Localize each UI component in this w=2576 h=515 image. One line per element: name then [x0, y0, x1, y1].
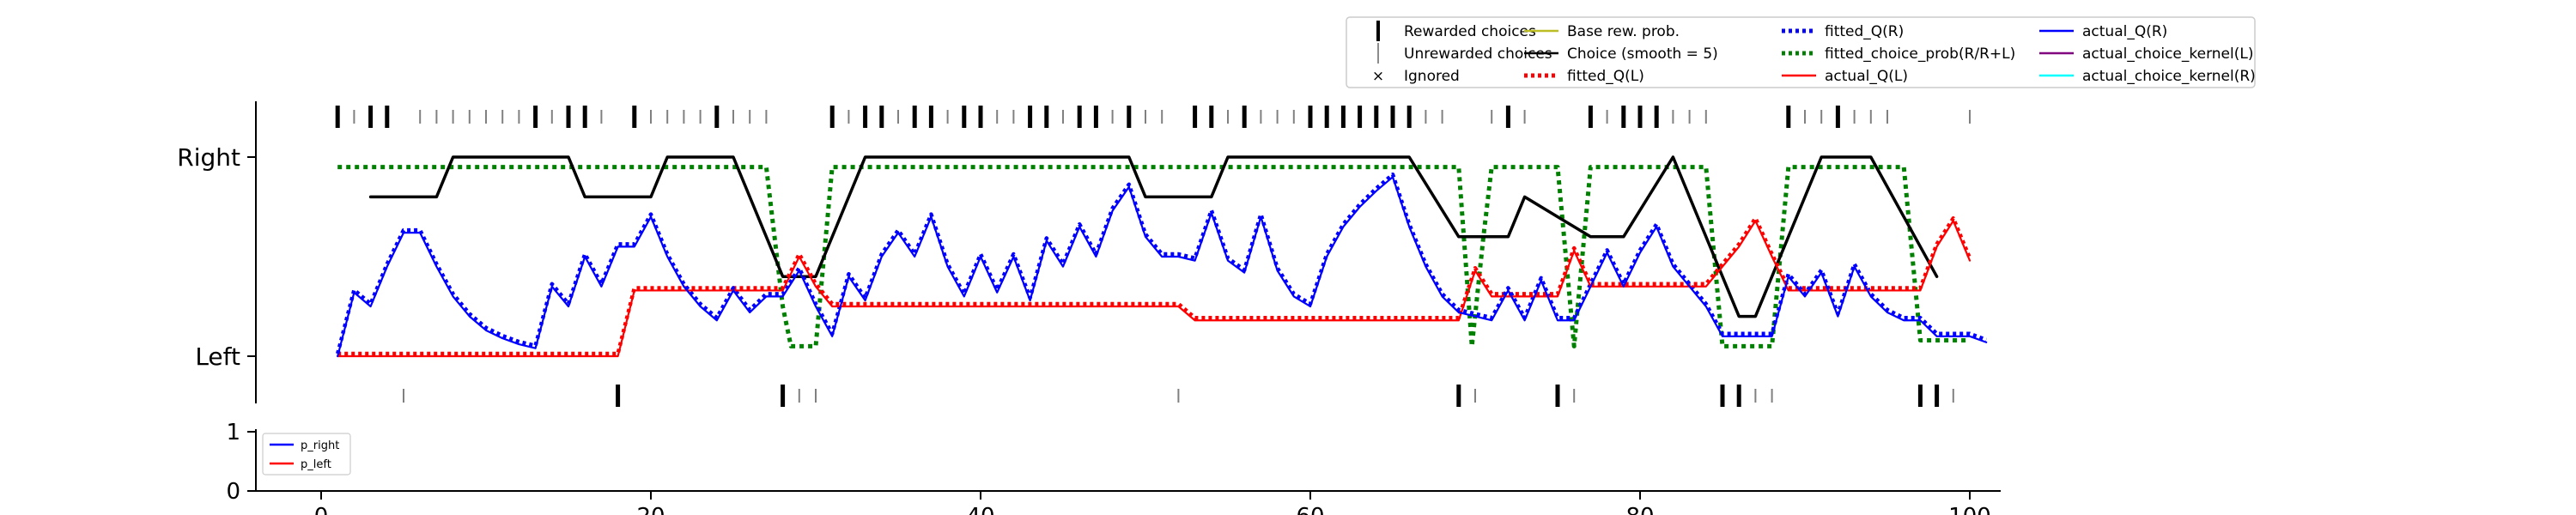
legend-label-ignored: Ignored [1404, 68, 1460, 85]
x-tick-label: 100 [1948, 504, 1991, 515]
choice-smooth-line [368, 155, 1939, 318]
fitted-choice-prob-line [337, 165, 1970, 348]
x-tick-label: 60 [1296, 504, 1324, 515]
main-legend: Rewarded choices Unrewarded choices × Ignor… [1346, 16, 2256, 88]
legend-label-actual-choice-kernel-r: actual_choice_kernel(R) [2082, 68, 2256, 85]
legend-label-actual-q-l: actual_Q(L) [1825, 68, 1908, 85]
choice-marks [335, 106, 1971, 407]
x-tick-label: 20 [636, 504, 665, 515]
legend-label-fitted-q-l: fitted_Q(L) [1567, 68, 1644, 85]
prob-ytick-1-label: 1 [226, 420, 240, 445]
prob-legend-label-right: p_right [301, 439, 339, 452]
legend-items: Rewarded choices Unrewarded choices × Ignor… [1372, 21, 2256, 85]
legend-swatch-ignored: × [1372, 68, 1384, 85]
legend-label-unrewarded-choices: Unrewarded choices [1404, 45, 1552, 63]
legend-frame [1346, 16, 2256, 88]
x-tick-label: 40 [966, 504, 994, 515]
legend-label-actual-choice-kernel-l: actual_choice_kernel(L) [2082, 45, 2253, 63]
legend-label-fitted-choice-prob-r-r-l: fitted_choice_prob(R/R+L) [1825, 45, 2015, 63]
x-tick-label: 0 [314, 504, 329, 515]
legend-label-actual-q-r: actual_Q(R) [2082, 23, 2167, 40]
tick-label-right: Right [177, 143, 240, 172]
tick-label-left: Left [195, 342, 240, 371]
x-ticks: 0 20 40 60 80 100 [314, 491, 1991, 515]
actual-q-left-line [337, 220, 1971, 358]
fitted-q-right-line [336, 172, 1987, 354]
legend-label-fitted-q-r: fitted_Q(R) [1825, 23, 1904, 40]
prob-legend-label-left: p_left [301, 458, 331, 471]
probability-axes: 1 0 0 20 40 60 80 100 p_right p_left [226, 420, 2001, 515]
prob-ytick-0-label: 0 [226, 479, 240, 505]
main-axes: Right Left [177, 101, 1988, 407]
main-lines [336, 155, 1988, 358]
actual-q-right-line [337, 176, 1988, 358]
x-tick-label: 80 [1625, 504, 1654, 515]
legend-label-choice-smooth-5: Choice (smooth = 5) [1567, 45, 1718, 63]
legend-label-base-rew-prob: Base rew. prob. [1567, 23, 1680, 40]
legend-label-rewarded-choices: Rewarded choices [1404, 23, 1536, 40]
